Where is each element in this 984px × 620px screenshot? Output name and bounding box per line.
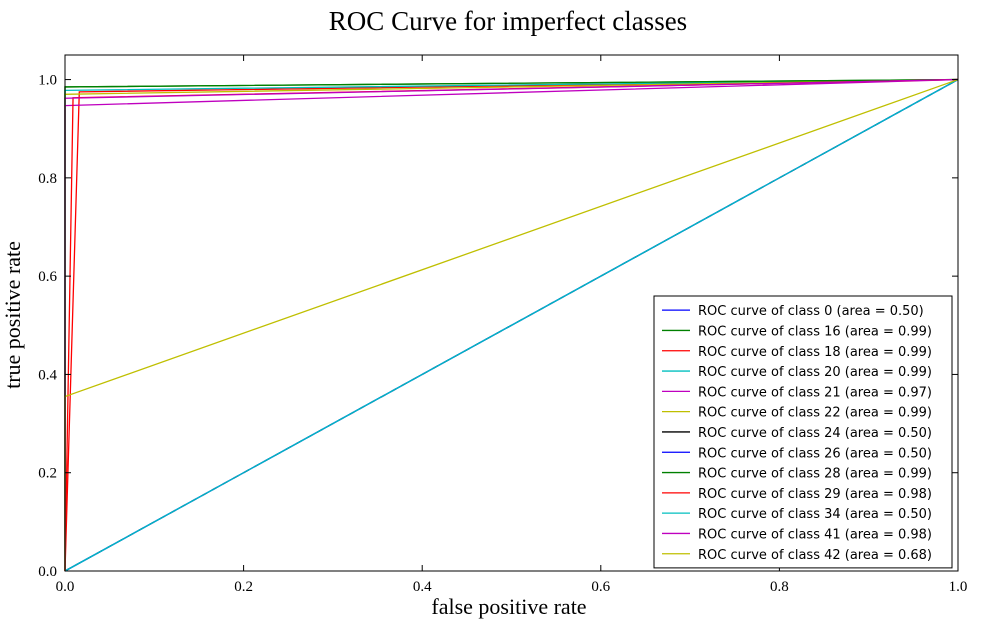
y-axis-label: true positive rate: [0, 241, 25, 389]
y-tick-label: 0.8: [38, 171, 57, 187]
legend-entry: ROC curve of class 34 (area = 0.50): [698, 507, 932, 522]
y-tick-label: 0.4: [38, 367, 57, 383]
series-line-10: [64, 79, 959, 572]
y-tick-label: 0.6: [38, 269, 57, 285]
legend-entry: ROC curve of class 41 (area = 0.98): [698, 527, 932, 542]
legend: ROC curve of class 0 (area = 0.50) ROC cu…: [653, 295, 953, 569]
legend-entry: ROC curve of class 0 (area = 0.50): [698, 304, 924, 319]
legend-entry: ROC curve of class 28 (area = 0.99): [698, 467, 932, 482]
legend-entry: ROC curve of class 18 (area = 0.99): [698, 345, 932, 360]
legend-entry: ROC curve of class 24 (area = 0.50): [698, 426, 932, 441]
y-tick-label: 0.0: [38, 564, 57, 580]
x-tick-label: 0.0: [56, 579, 75, 595]
legend-box: [653, 295, 953, 569]
plot-frame: [64, 54, 959, 572]
legend-entry: ROC curve of class 21 (area = 0.97): [698, 385, 932, 400]
x-tick-label: 0.4: [413, 579, 432, 595]
legend-entry: ROC curve of class 42 (area = 0.68): [698, 548, 932, 563]
x-tick-label: 0.2: [234, 579, 253, 595]
legend-entry: ROC curve of class 16 (area = 0.99): [698, 324, 932, 339]
x-tick-label: 0.8: [770, 579, 789, 595]
y-tick-label: 1.0: [38, 73, 57, 89]
x-tick-label: 1.0: [949, 579, 968, 595]
x-axis-label: false positive rate: [431, 594, 586, 619]
x-tick-label: 0.6: [591, 579, 610, 595]
y-tick-label: 0.2: [38, 466, 57, 482]
legend-entry: ROC curve of class 26 (area = 0.50): [698, 446, 932, 461]
ticks-layer: 0.0 0.2 0.4 0.6 0.8 1.0 0.0 0.2 0.4 0.6 0.8 1.0: [38, 55, 967, 595]
legend-entry: ROC curve of class 22 (area = 0.99): [698, 406, 932, 421]
chart-title: ROC Curve for imperfect classes: [329, 6, 687, 36]
legend-entry: ROC curve of class 20 (area = 0.99): [698, 365, 932, 380]
legend-entry: ROC curve of class 29 (area = 0.98): [698, 487, 932, 502]
